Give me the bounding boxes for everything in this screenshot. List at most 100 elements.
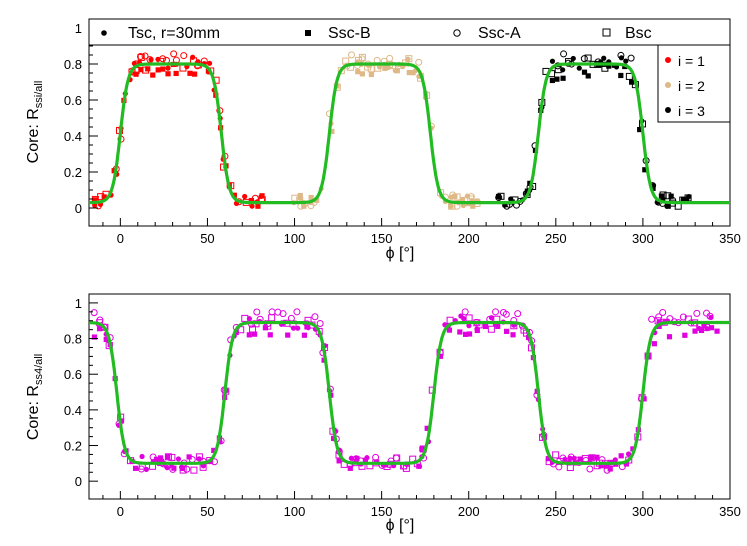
data-point — [618, 453, 624, 459]
x-tick-label: 50 — [200, 504, 214, 519]
data-point — [461, 308, 469, 316]
data-point — [165, 65, 171, 71]
data-point — [601, 55, 607, 61]
data-point — [297, 192, 303, 199]
legend-marker-ssca — [453, 29, 461, 37]
x-tick-label: 250 — [545, 231, 567, 246]
data-point — [354, 455, 360, 462]
x-tick-label: 200 — [458, 504, 480, 519]
data-point — [268, 308, 276, 316]
data-point — [594, 454, 600, 460]
data-point — [612, 457, 618, 463]
y-tick-label: 0.6 — [64, 93, 82, 108]
data-point — [153, 456, 160, 462]
data-point — [393, 454, 401, 462]
data-point — [502, 202, 508, 208]
side-legend: i = 1 i = 2 i = 3 — [657, 44, 731, 123]
data-point — [625, 72, 633, 80]
data-point — [474, 327, 480, 334]
data-point — [246, 316, 252, 322]
data-point — [195, 453, 203, 461]
data-point — [684, 197, 690, 203]
top-legend: Tsc, r=30mm Ssc-B Ssc-A Bsc — [88, 18, 731, 46]
data-point — [606, 63, 612, 69]
data-point — [372, 453, 380, 461]
data-point — [495, 323, 501, 329]
data-point — [603, 463, 609, 469]
data-point — [658, 193, 665, 199]
data-point — [630, 446, 636, 452]
data-point — [623, 461, 630, 467]
y-tick-label: 0.8 — [64, 332, 82, 347]
data-point — [274, 308, 282, 316]
top-x-axis-label: ϕ [°] — [386, 245, 415, 262]
y-tick-label: 1 — [75, 296, 82, 311]
data-point — [467, 193, 475, 201]
y-tick-label: 1 — [75, 21, 82, 36]
data-point — [382, 65, 388, 71]
x-tick-label: 50 — [200, 231, 214, 246]
data-point — [359, 71, 365, 77]
data-point — [170, 50, 178, 58]
data-point — [446, 327, 453, 333]
data-point — [637, 126, 643, 133]
data-point — [659, 308, 667, 316]
data-point — [368, 71, 375, 78]
data-point — [246, 332, 252, 338]
data-point — [179, 465, 186, 472]
top-plot-frame — [88, 18, 731, 227]
data-point — [262, 325, 269, 331]
data-point — [461, 315, 467, 322]
y-tick-label: 0.4 — [64, 129, 82, 144]
legend-marker-bsc — [602, 28, 611, 37]
data-point — [424, 425, 430, 431]
data-point — [141, 52, 149, 60]
data-point — [560, 50, 568, 58]
data-point — [708, 325, 715, 331]
data-point — [157, 455, 164, 461]
data-point — [358, 53, 366, 61]
data-point — [680, 196, 687, 202]
data-point — [655, 313, 663, 321]
data-point — [311, 313, 319, 321]
data-point — [607, 466, 613, 472]
data-point — [497, 192, 505, 200]
data-point — [139, 453, 145, 460]
x-tick-label: 100 — [284, 504, 306, 519]
data-point — [386, 54, 394, 62]
y-tick-label: 0.8 — [64, 57, 82, 72]
data-point — [295, 325, 301, 331]
svg-text:Core: Rssi/all: Core: Rssi/all — [25, 81, 45, 164]
x-tick-label: 350 — [719, 504, 741, 519]
data-point — [348, 51, 356, 59]
y-tick-label: 0.2 — [64, 439, 82, 454]
data-point — [90, 309, 98, 317]
data-point — [625, 456, 633, 464]
data-point — [701, 322, 707, 329]
legend-sscb: Ssc-B — [328, 25, 371, 42]
data-point — [648, 315, 656, 323]
data-point — [465, 314, 473, 322]
data-point — [405, 55, 413, 63]
data-point — [492, 308, 500, 316]
y-tick-label: 0 — [75, 201, 82, 216]
data-point — [560, 75, 566, 81]
data-point — [406, 69, 412, 76]
x-tick-label: 300 — [632, 504, 654, 519]
y-tick-label: 0 — [75, 474, 82, 489]
data-point — [138, 67, 144, 73]
data-point — [150, 72, 156, 78]
legend-marker-sscb — [305, 30, 311, 36]
data-point — [693, 309, 701, 317]
data-point — [173, 70, 179, 77]
legend-i3: i = 3 — [678, 103, 705, 119]
x-tick-label: 150 — [371, 231, 393, 246]
legend-i1: i = 1 — [678, 53, 705, 69]
data-point — [165, 71, 171, 77]
data-point — [316, 320, 324, 328]
data-point — [103, 336, 109, 343]
bottom-x-axis-label: ϕ [°] — [386, 517, 415, 534]
data-point — [242, 193, 248, 200]
data-point — [495, 193, 502, 200]
